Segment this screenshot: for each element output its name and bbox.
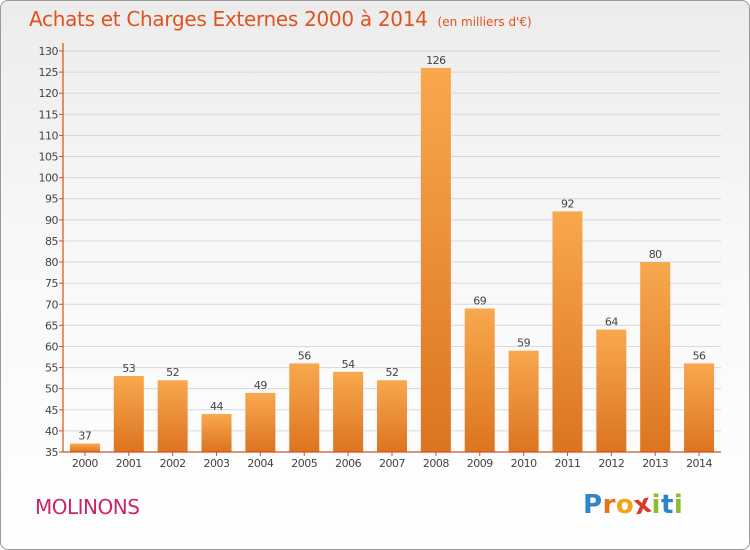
bar-2010 — [508, 350, 539, 452]
chart-title: Achats et Charges Externes 2000 à 2014 — [29, 7, 428, 31]
y-tick-label: 100 — [39, 172, 59, 185]
x-tick-label-2001: 2001 — [116, 457, 142, 470]
bar-2014 — [684, 363, 715, 452]
y-tick-label: 45 — [45, 404, 58, 417]
x-tick-label-2006: 2006 — [335, 457, 361, 470]
title-line: Achats et Charges Externes 2000 à 2014 (e… — [29, 7, 532, 31]
brand-logo-letter: i — [651, 490, 661, 520]
bar-2008 — [420, 67, 451, 452]
brand-logo-letter: i — [673, 490, 684, 520]
y-tick-label: 50 — [45, 383, 58, 396]
y-tick-label: 120 — [39, 87, 59, 100]
bar-2004 — [245, 392, 276, 452]
brand-logo-letter: r — [602, 490, 616, 520]
bar-2005 — [289, 363, 320, 452]
y-tick-label: 75 — [45, 277, 58, 290]
brand-logo: Proxiti — [583, 489, 684, 522]
value-label-2007: 52 — [386, 366, 399, 379]
y-tick-label: 65 — [45, 319, 58, 332]
value-label-2012: 64 — [605, 316, 618, 329]
value-label-2000: 37 — [78, 430, 91, 443]
y-tick-label: 90 — [45, 214, 58, 227]
y-tick-label: 55 — [45, 362, 58, 375]
value-label-2005: 56 — [298, 349, 311, 362]
value-label-2009: 69 — [473, 294, 486, 307]
bar-2007 — [377, 380, 407, 452]
y-tick-label: 80 — [45, 256, 58, 269]
bar-2011 — [552, 211, 583, 452]
x-tick-label-2003: 2003 — [204, 457, 230, 470]
value-label-2001: 53 — [122, 362, 135, 375]
x-tick-label-2004: 2004 — [247, 457, 273, 470]
value-label-2004: 49 — [254, 379, 267, 392]
value-label-2002: 52 — [166, 366, 179, 379]
bar-2003 — [201, 414, 232, 452]
value-label-2010: 59 — [517, 337, 530, 350]
value-label-2011: 92 — [561, 197, 574, 210]
x-tick-label-2013: 2013 — [642, 457, 668, 470]
value-label-2014: 56 — [693, 349, 706, 362]
x-tick-label-2000: 2000 — [72, 457, 98, 470]
place-name: MOLINONS — [35, 495, 140, 519]
y-tick-label: 70 — [45, 298, 58, 311]
bar-2000 — [69, 443, 100, 452]
brand-logo-letter: P — [583, 490, 603, 520]
bar-2006 — [333, 371, 364, 452]
brand-logo-letter: t — [660, 490, 674, 520]
value-label-2013: 80 — [649, 248, 662, 261]
x-tick-label-2005: 2005 — [291, 457, 317, 470]
x-tick-label-2008: 2008 — [423, 457, 449, 470]
brand-logo-letter: o — [615, 490, 635, 520]
chart-unit-label: (en milliers d'€) — [437, 15, 532, 29]
bar-2002 — [157, 380, 188, 452]
y-tick-label: 95 — [45, 193, 58, 206]
x-tick-label-2012: 2012 — [598, 457, 624, 470]
bar-2009 — [464, 308, 495, 452]
y-tick-label: 60 — [45, 340, 58, 353]
bar-2012 — [596, 329, 627, 452]
y-tick-label: 85 — [45, 235, 58, 248]
y-tick-label: 40 — [45, 425, 58, 438]
y-tick-label: 130 — [39, 45, 59, 58]
y-tick-label: 115 — [39, 108, 59, 121]
y-tick-label: 105 — [39, 151, 59, 164]
x-tick-label-2009: 2009 — [467, 457, 493, 470]
x-tick-label-2002: 2002 — [160, 457, 186, 470]
bar-2013 — [640, 262, 671, 452]
x-tick-label-2011: 2011 — [554, 457, 580, 470]
bar-2001 — [113, 376, 144, 452]
x-tick-label-2010: 2010 — [511, 457, 537, 470]
x-tick-label-2014: 2014 — [686, 457, 712, 470]
value-label-2008: 126 — [426, 54, 446, 67]
x-tick-label-2007: 2007 — [379, 457, 405, 470]
y-tick-label: 125 — [39, 66, 59, 79]
y-tick-label: 110 — [39, 129, 59, 142]
value-label-2003: 44 — [210, 400, 223, 413]
value-label-2006: 54 — [342, 358, 355, 371]
y-tick-label: 35 — [45, 446, 58, 459]
